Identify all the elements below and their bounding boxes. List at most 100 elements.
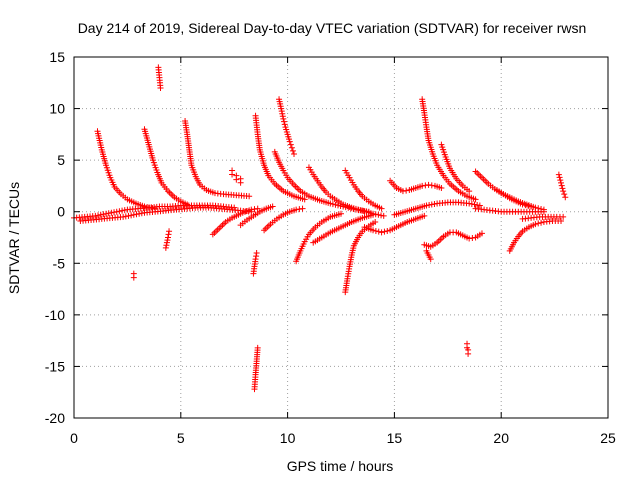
data-point: [438, 184, 445, 191]
series-arc-3: [182, 117, 253, 200]
x-tick-label: 5: [177, 430, 185, 446]
data-point: [558, 217, 565, 224]
data-point: [288, 144, 295, 151]
data-point: [119, 207, 126, 214]
data-point: [421, 212, 428, 219]
data-point: [535, 220, 542, 227]
series-baseline-b: [77, 204, 255, 224]
data-point: [528, 203, 535, 210]
data-point: [141, 203, 148, 210]
data-point: [162, 244, 169, 251]
data-point: [301, 196, 308, 203]
data-point: [97, 211, 104, 218]
data-point: [121, 207, 128, 214]
data-point: [403, 187, 410, 194]
data-point: [133, 211, 140, 218]
series-spike-early: [162, 228, 173, 251]
data-point: [136, 210, 143, 217]
data-point: [279, 110, 286, 117]
data-point: [164, 234, 171, 241]
grid-lines: [74, 57, 608, 418]
data-point: [372, 227, 379, 234]
data-point: [519, 201, 526, 208]
series-arc-8: [342, 167, 385, 212]
series-spike-top: [155, 64, 164, 91]
data-point: [95, 212, 102, 219]
series-arc-6: [271, 148, 372, 215]
series-spike-mid: [250, 249, 260, 277]
data-point: [399, 188, 406, 195]
data-point: [248, 206, 255, 213]
data-point: [532, 221, 539, 228]
data-point: [289, 147, 296, 154]
data-point: [252, 256, 259, 263]
series-arc-9: [419, 96, 479, 203]
y-tick-label: -10: [45, 307, 65, 323]
data-point: [130, 211, 137, 218]
data-point: [431, 200, 438, 207]
data-point: [370, 211, 377, 218]
data-point: [474, 202, 481, 209]
series-rise-2: [237, 203, 276, 229]
y-tick-label: 10: [49, 101, 65, 117]
series-end-rise: [555, 171, 569, 201]
data-point: [157, 84, 164, 91]
series-rise-3: [261, 205, 306, 234]
data-point: [427, 256, 434, 263]
data-point: [375, 228, 382, 235]
data-point: [466, 235, 473, 242]
data-point: [152, 205, 159, 212]
data-point: [378, 205, 385, 212]
series-arc-10: [438, 141, 473, 195]
series-hump-2: [391, 199, 483, 218]
data-point: [558, 179, 565, 186]
data-point: [381, 228, 388, 235]
data-point: [116, 208, 123, 215]
data-point: [560, 213, 567, 220]
series-flat-mid: [472, 205, 547, 215]
data-point: [428, 182, 435, 189]
series-arc-2: [141, 126, 191, 208]
y-tick-label: -15: [45, 358, 65, 374]
data-point: [237, 179, 244, 186]
series-flat-right: [519, 213, 567, 222]
y-tick-label: -20: [45, 410, 65, 426]
data-point: [287, 141, 294, 148]
data-point: [111, 209, 118, 216]
data-point: [281, 118, 288, 125]
series-arc-11: [472, 168, 547, 213]
data-point: [561, 191, 568, 198]
data-point: [108, 209, 115, 216]
data-point: [558, 182, 565, 189]
x-tick-label: 0: [70, 430, 78, 446]
data-point: [540, 208, 547, 215]
series-low-arc: [421, 229, 485, 250]
data-point: [469, 235, 476, 242]
data-point: [253, 253, 260, 260]
data-point: [254, 344, 261, 351]
x-tick-label: 25: [600, 430, 616, 446]
data-point: [327, 200, 334, 207]
y-axis: -20 -15 -10 -5 0 5 10 15: [45, 49, 608, 426]
data-point: [229, 171, 236, 178]
data-point: [251, 206, 258, 213]
data-point: [164, 237, 171, 244]
data-point: [278, 105, 285, 112]
data-point: [556, 174, 563, 181]
data-point: [378, 229, 385, 236]
data-point: [332, 201, 339, 208]
data-point: [291, 150, 298, 157]
data-point: [522, 202, 529, 209]
x-axis-label: GPS time / hours: [287, 458, 394, 474]
data-point: [329, 201, 336, 208]
y-tick-label: 15: [49, 49, 65, 65]
data-point: [372, 211, 379, 218]
series-band-mid: [361, 212, 428, 236]
data-point: [163, 242, 170, 249]
data-point: [375, 211, 382, 218]
data-point: [138, 210, 145, 217]
data-point: [163, 239, 170, 246]
data-point: [278, 108, 285, 115]
data-point: [296, 206, 303, 213]
